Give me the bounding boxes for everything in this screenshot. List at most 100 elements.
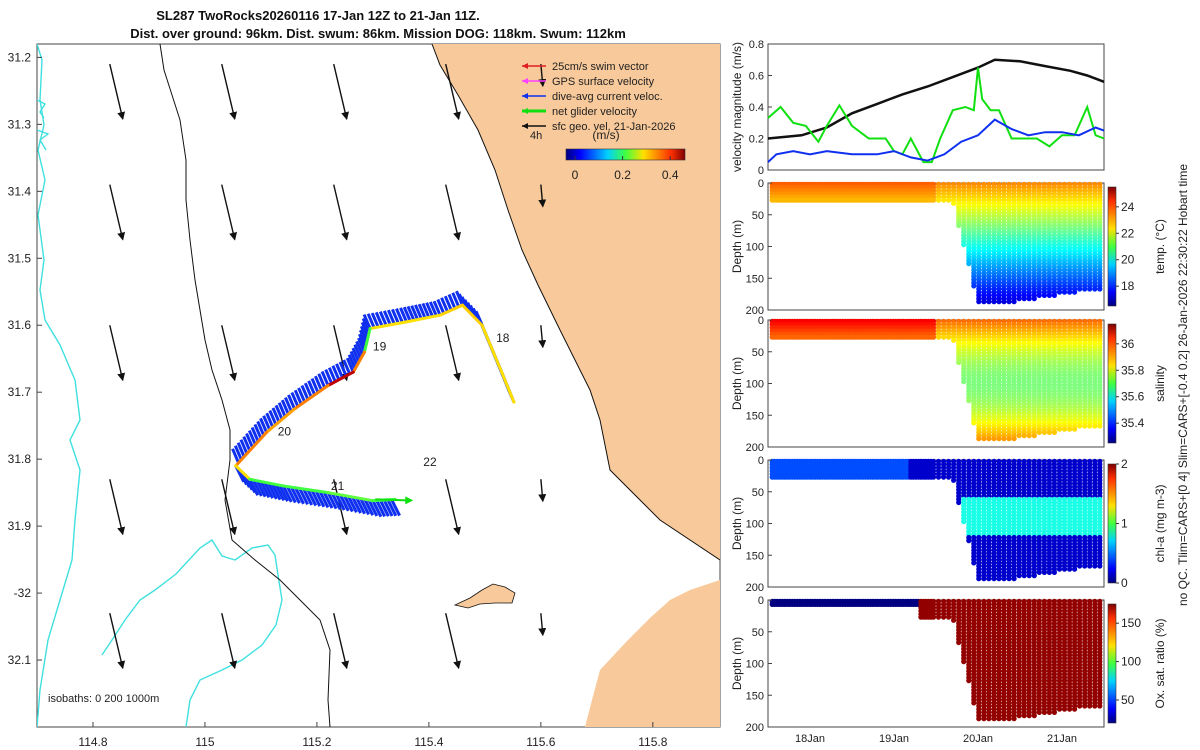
dive-avg-vector bbox=[286, 485, 297, 504]
section-sample bbox=[971, 283, 977, 289]
geo-arrow bbox=[444, 325, 461, 382]
map-x-axis: 114.8 115 115.2 115.4 115.6 115.8 bbox=[78, 722, 668, 749]
section-colorbar-tick-label: 18 bbox=[1121, 279, 1135, 293]
dive-avg-vector bbox=[382, 310, 392, 326]
track-segment bbox=[438, 303, 464, 317]
section-colorbar-tick-label: 22 bbox=[1121, 226, 1135, 240]
dive-avg-vector bbox=[455, 290, 464, 306]
dive-avg-vector bbox=[320, 370, 330, 387]
geo-arrow bbox=[333, 613, 349, 670]
section-sample bbox=[956, 359, 962, 366]
section-sample bbox=[1001, 576, 1007, 582]
track-segment bbox=[234, 464, 252, 481]
section-ylabel: Depth (m) bbox=[730, 357, 744, 410]
section-sample bbox=[1011, 576, 1017, 582]
section-sample bbox=[1087, 423, 1093, 429]
map-y-tick-label: 31.2 bbox=[8, 50, 32, 64]
section-sample bbox=[935, 334, 942, 340]
section-sample bbox=[941, 197, 947, 203]
track-map: SL287 TwoRocks20260116 17-Jan 12Z to 21-… bbox=[8, 8, 721, 749]
section-ylabel: Depth (m) bbox=[730, 220, 744, 273]
map-x-tick-label: 115.6 bbox=[526, 735, 555, 749]
dive-avg-vector bbox=[259, 480, 271, 499]
section-sample bbox=[1051, 292, 1057, 298]
dive-avg-vector bbox=[345, 357, 355, 373]
section-sample bbox=[996, 299, 1002, 305]
dive-avg-vector bbox=[386, 499, 398, 517]
section-sample bbox=[1036, 569, 1042, 576]
isobath-1000m bbox=[37, 44, 81, 727]
section-y-tick-label: 50 bbox=[752, 487, 764, 499]
section-sample bbox=[996, 576, 1002, 582]
legend-label: 25cm/s swim vector bbox=[552, 61, 649, 73]
section-colorbar-label: chl-a (mg m-3) bbox=[1153, 484, 1167, 562]
dive-avg-vector bbox=[327, 367, 337, 383]
velocity-y-tick-label: 0.8 bbox=[749, 39, 764, 51]
section-sample bbox=[951, 477, 957, 483]
geo-arrow bbox=[221, 63, 238, 121]
dive-avg-vector bbox=[314, 375, 323, 391]
section-sample bbox=[976, 576, 982, 582]
velocity-y-axis: 00.20.40.60.8 bbox=[749, 39, 772, 177]
dive-avg-vector bbox=[391, 308, 400, 324]
dive-avg-vector bbox=[324, 368, 334, 385]
dive-avg-vector bbox=[390, 498, 401, 517]
dive-avg-vector bbox=[343, 494, 354, 513]
dive-avg-vector bbox=[250, 426, 260, 443]
section-sample bbox=[956, 222, 962, 229]
track-segment bbox=[368, 320, 408, 331]
dive-avg-vector bbox=[351, 496, 362, 514]
section-sample bbox=[1082, 286, 1088, 292]
dive-avg-vector bbox=[338, 494, 350, 512]
map-y-tick-label: 31.6 bbox=[8, 318, 32, 332]
glider-track bbox=[234, 303, 516, 505]
dive-avg-vector bbox=[421, 302, 431, 319]
track-segment bbox=[351, 350, 367, 374]
geo-arrow bbox=[221, 325, 238, 382]
dive-avg-vector bbox=[338, 361, 348, 377]
map-y-tick-label: 31.8 bbox=[8, 452, 32, 466]
velocity-ylabel: velocity magnitude (m/s) bbox=[730, 42, 744, 172]
geo-arrow bbox=[538, 64, 547, 88]
section-sample bbox=[1077, 423, 1083, 429]
section-sample bbox=[1031, 433, 1037, 439]
section-sample bbox=[1092, 563, 1098, 569]
section-sample bbox=[1041, 429, 1047, 435]
map-y-tick-label: 31.7 bbox=[8, 385, 32, 399]
section-sample bbox=[1077, 563, 1083, 569]
section-sample bbox=[935, 474, 942, 480]
dive-avg-vector bbox=[351, 347, 361, 363]
dive-avg-vector bbox=[306, 488, 318, 507]
dive-avg-vector bbox=[436, 298, 446, 315]
section-sample bbox=[986, 299, 992, 305]
dive-avg-vector bbox=[302, 488, 314, 506]
section-colorbar bbox=[1107, 463, 1117, 584]
legend-label: dive-avg current veloc. bbox=[552, 91, 663, 103]
geo-arrow bbox=[538, 184, 547, 208]
geo-arrow bbox=[444, 184, 461, 241]
section-sample bbox=[930, 474, 937, 480]
section-sample bbox=[946, 474, 952, 480]
section-sample bbox=[1067, 426, 1073, 432]
section-sample bbox=[991, 436, 997, 442]
track-segment bbox=[404, 313, 442, 324]
track-segment bbox=[363, 327, 372, 354]
dive-avg-vector bbox=[294, 487, 305, 505]
section-sample bbox=[951, 617, 957, 623]
legend-arrowhead bbox=[522, 78, 528, 84]
land-mass bbox=[432, 44, 720, 727]
isobath-200m-a bbox=[37, 99, 47, 119]
section-sample bbox=[935, 614, 942, 620]
section-y-tick-label: 50 bbox=[752, 347, 764, 359]
section-sample bbox=[976, 436, 982, 442]
dive-avg-vector bbox=[270, 483, 282, 501]
dive-avg-vector bbox=[371, 500, 383, 518]
dive-avg-vector bbox=[284, 396, 293, 413]
dive-avg-vector bbox=[428, 301, 438, 317]
dive-avg-vector bbox=[242, 436, 252, 452]
section-y-tick-label: 100 bbox=[746, 519, 764, 531]
geo-arrow bbox=[538, 325, 547, 349]
